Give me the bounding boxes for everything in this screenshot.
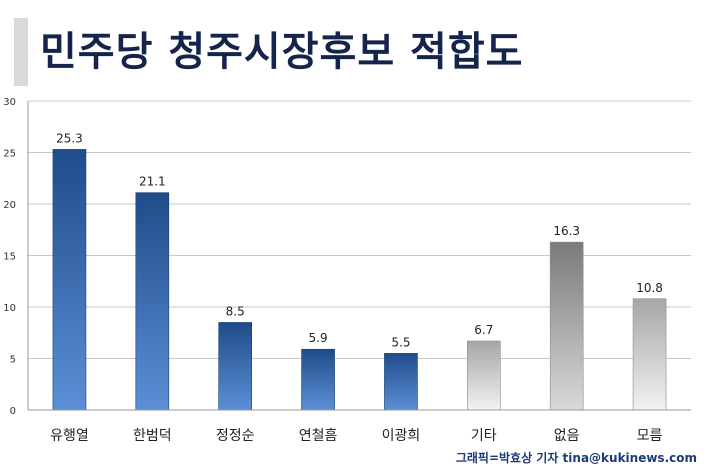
gridlines <box>28 100 691 359</box>
y-tick-label: 15 <box>3 252 16 263</box>
bar-2 <box>135 192 170 411</box>
bar-5 <box>384 353 418 411</box>
data-label: 16.3 <box>553 224 580 238</box>
axes <box>27 101 691 411</box>
y-tick-label: 20 <box>3 200 16 211</box>
bar-3 <box>218 322 252 411</box>
x-tick-label: 없음 <box>554 428 580 444</box>
x-axis-ticks: 유행열 한범덕 정정순 연철흠 이광희 기타 없음 모름 <box>50 428 662 444</box>
y-tick-label: 0 <box>10 406 16 417</box>
y-tick-label: 30 <box>3 97 16 108</box>
x-tick-label: 정정순 <box>216 428 255 444</box>
data-label: 10.8 <box>636 281 663 295</box>
y-tick-label: 10 <box>3 303 16 314</box>
x-tick-label: 이광희 <box>382 428 421 444</box>
data-label: 21.1 <box>139 175 166 189</box>
graphic-credit: 그래픽=박효상 기자 tina@kukinews.com <box>455 451 697 465</box>
y-axis-ticks: 0 5 10 15 20 25 30 <box>3 97 16 417</box>
x-tick-label: 유행열 <box>50 428 89 444</box>
data-label: 25.3 <box>56 131 83 145</box>
y-tick-label: 25 <box>3 149 16 160</box>
bar-7 <box>549 241 584 411</box>
data-label: 8.5 <box>226 304 245 318</box>
x-tick-label: 기타 <box>471 428 497 444</box>
x-tick-label: 연철흠 <box>299 428 338 444</box>
chart-title: 민주당 청주시장후보 적합도 <box>40 29 524 75</box>
bars <box>52 149 667 411</box>
bar-6 <box>467 340 501 411</box>
title-accent-bar <box>14 18 28 86</box>
x-tick-label: 한범덕 <box>133 428 172 444</box>
data-label: 5.5 <box>391 335 410 349</box>
x-tick-label: 모름 <box>637 428 663 444</box>
bar-4 <box>301 348 335 411</box>
bar-1 <box>52 149 87 411</box>
data-label: 6.7 <box>474 323 493 337</box>
data-label: 5.9 <box>309 331 328 345</box>
data-labels: 25.3 21.1 8.5 5.9 5.5 6.7 16.3 10.8 <box>56 131 663 349</box>
y-tick-label: 5 <box>10 355 16 366</box>
bar-8 <box>632 298 667 411</box>
